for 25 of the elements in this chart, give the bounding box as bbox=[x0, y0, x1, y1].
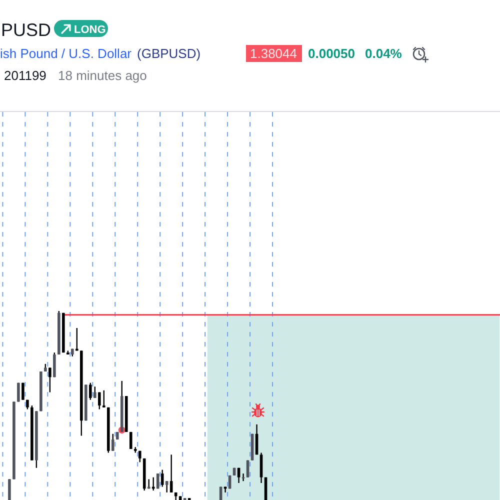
text: LONG bbox=[74, 24, 106, 36]
candlestick bbox=[264, 476, 268, 500]
candlestick bbox=[160, 469, 164, 488]
candlestick bbox=[88, 382, 92, 400]
text: 201199 bbox=[4, 68, 46, 83]
chart-subtitle: ish Pound / U.S. Dollar bbox=[0, 46, 132, 61]
candlestick bbox=[219, 486, 222, 500]
chart-title: PUSD bbox=[1, 20, 52, 40]
candlestick bbox=[98, 392, 101, 410]
candlestick bbox=[165, 480, 168, 494]
candlestick bbox=[8, 478, 11, 500]
text: 1.38044 bbox=[250, 46, 297, 61]
candlestick bbox=[156, 472, 160, 490]
text: 18 minutes ago bbox=[58, 68, 147, 83]
candlestick bbox=[242, 472, 245, 482]
candlestick bbox=[102, 390, 106, 408]
text: (GBPUSD) bbox=[137, 46, 201, 61]
candlestick bbox=[129, 431, 132, 450]
candlestick bbox=[260, 452, 263, 484]
candlestick bbox=[48, 367, 52, 393]
text: 0.04% bbox=[365, 46, 402, 61]
candlestick bbox=[170, 454, 173, 494]
candlestick bbox=[237, 467, 240, 484]
text: 0.00050 bbox=[308, 46, 355, 61]
candlestick bbox=[246, 460, 250, 478]
